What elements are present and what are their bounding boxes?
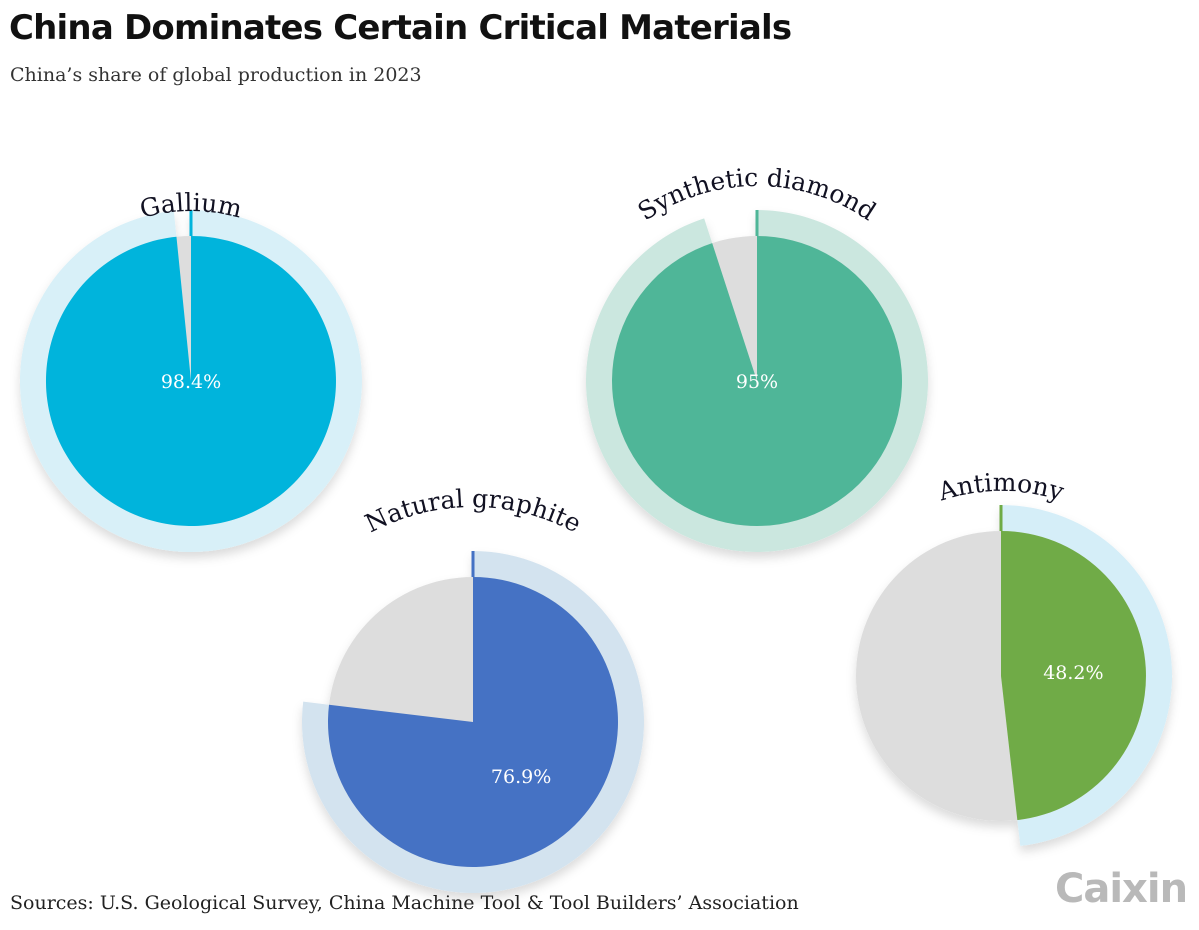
caixin-logo: Caixin — [1055, 866, 1187, 912]
value-label-synthetic-diamond: 95% — [736, 371, 778, 393]
source-note: Sources: U.S. Geological Survey, China M… — [10, 892, 799, 914]
pie-charts: 98.4%Gallium 95%Synthetic diamond 76.9% Nat… — [0, 0, 1199, 930]
pie-gallium: 98.4%Gallium — [20, 188, 362, 552]
value-label-gallium: 98.4% — [161, 371, 221, 393]
pie-antimony: 48.2% Antimony — [856, 468, 1172, 846]
category-label-antimony: Antimony — [934, 468, 1068, 507]
pie-natural-graphite: 76.9% Natural graphite — [283, 484, 663, 893]
value-label-antimony: 48.2% — [1043, 662, 1103, 684]
value-label-natural-graphite: 76.9% — [491, 766, 551, 788]
category-label-natural-graphite: Natural graphite — [360, 484, 585, 538]
pie-synthetic-diamond: 95%Synthetic diamond — [576, 163, 938, 552]
